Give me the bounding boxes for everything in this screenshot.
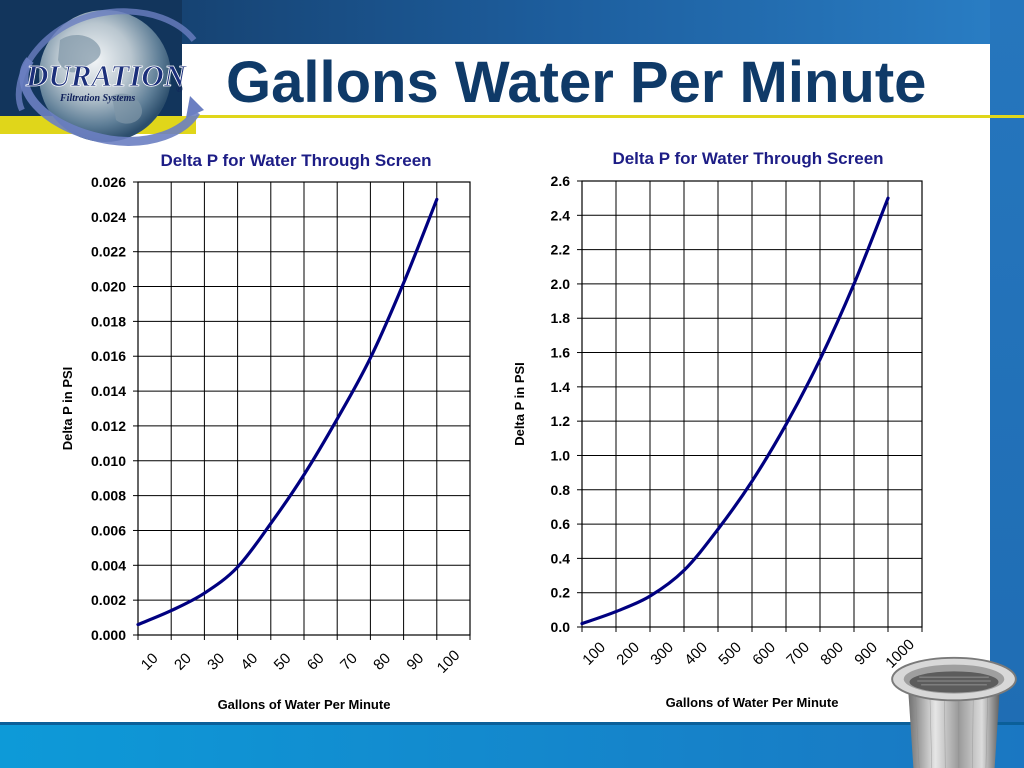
y-tick-label: 0.020 xyxy=(91,279,126,295)
y-tick-label: 0.006 xyxy=(91,522,126,538)
filter-screen-icon xyxy=(891,656,1017,768)
y-tick-label: 0.022 xyxy=(91,244,126,260)
x-axis-label: Gallons of Water Per Minute xyxy=(666,695,839,710)
y-tick-label: 1.4 xyxy=(551,379,571,395)
x-tick-label: 400 xyxy=(681,639,711,669)
x-tick-label: 600 xyxy=(749,639,779,669)
y-tick-label: 0.0 xyxy=(551,619,571,635)
y-tick-label: 0.014 xyxy=(91,383,126,399)
x-tick-label: 900 xyxy=(851,639,881,669)
x-tick-label: 200 xyxy=(613,639,643,669)
y-tick-label: 0.012 xyxy=(91,418,126,434)
y-tick-label: 2.4 xyxy=(551,207,571,223)
y-axis-label: Delta P in PSI xyxy=(60,367,75,451)
logo-registered-mark: ® xyxy=(176,84,183,94)
series-line xyxy=(136,197,439,627)
y-tick-label: 2.0 xyxy=(551,276,571,292)
plot-area-border xyxy=(137,181,471,636)
y-tick-label: 1.8 xyxy=(551,310,571,326)
y-tick-label: 0.008 xyxy=(91,488,126,504)
chart-title: Delta P for Water Through Screen xyxy=(612,149,883,168)
globe-logo-icon xyxy=(15,8,204,146)
plot-area-border xyxy=(581,180,923,628)
y-tick-label: 0.000 xyxy=(91,627,126,643)
logo-tagline-text: Filtration Systems xyxy=(59,93,135,104)
y-tick-label: 2.2 xyxy=(551,242,571,258)
y-tick-label: 0.026 xyxy=(91,174,126,190)
y-tick-label: 1.2 xyxy=(551,413,571,429)
y-tick-label: 1.0 xyxy=(551,447,571,463)
series-line xyxy=(580,196,890,626)
y-tick-label: 0.010 xyxy=(91,453,126,469)
y-tick-label: 0.2 xyxy=(551,585,571,601)
logo-brand-text: DURATION xyxy=(25,58,188,93)
x-tick-label: 800 xyxy=(817,639,847,669)
y-tick-label: 0.4 xyxy=(551,550,571,566)
y-tick-label: 0.6 xyxy=(551,516,571,532)
x-tick-label: 500 xyxy=(715,639,745,669)
y-tick-label: 0.002 xyxy=(91,592,126,608)
x-tick-label: 300 xyxy=(647,639,677,669)
y-axis-label: Delta P in PSI xyxy=(512,362,527,446)
company-logo: DURATION Filtration Systems ® xyxy=(15,8,204,146)
y-tick-label: 0.018 xyxy=(91,313,126,329)
x-axis-label: Gallons of Water Per Minute xyxy=(218,697,391,712)
y-tick-label: 0.024 xyxy=(91,209,126,225)
y-tick-label: 1.6 xyxy=(551,345,571,361)
y-tick-label: 0.8 xyxy=(551,482,571,498)
x-tick-label: 700 xyxy=(783,639,813,669)
y-tick-label: 0.004 xyxy=(91,557,126,573)
page-title: Gallons Water Per Minute xyxy=(226,50,927,115)
y-tick-label: 2.6 xyxy=(551,173,571,189)
chart-title: Delta P for Water Through Screen xyxy=(160,151,431,170)
x-tick-label: 100 xyxy=(579,639,609,669)
y-tick-label: 0.016 xyxy=(91,348,126,364)
